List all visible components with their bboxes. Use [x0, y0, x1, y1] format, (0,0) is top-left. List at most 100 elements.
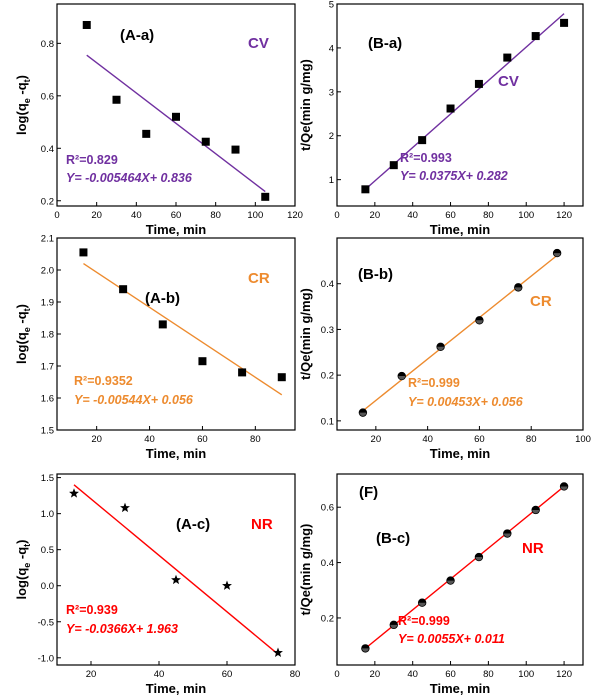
y-tick-label: 3: [329, 87, 334, 98]
data-point: [446, 104, 455, 113]
data-point: [277, 373, 286, 382]
x-tick-label: 100: [575, 434, 591, 445]
x-tick-label: 120: [287, 210, 303, 221]
x-axis-title: Time, min: [146, 446, 207, 461]
fit-line: [364, 485, 565, 649]
x-tick-label: 20: [91, 434, 102, 445]
fit-equation: Y= 0.00453X+ 0.056: [408, 395, 524, 409]
y-tick-label: 1.5: [41, 473, 54, 484]
data-point: [436, 342, 445, 351]
y-axis-title: log(qe -qt): [14, 539, 32, 599]
fit-equation: Y= -0.00544X+ 0.056: [74, 393, 194, 407]
data-point: [389, 620, 398, 630]
data-point: [560, 18, 569, 27]
data-point: [142, 129, 151, 138]
panel-b-a: 0 20 40 60 80 100 120 1 2 3 4 5 Time, min t/Qe(min g/…: [298, 0, 584, 237]
y-tick-label: 0.2: [321, 371, 334, 382]
x-tick-label: 40: [422, 434, 433, 445]
x-tick-label: 40: [144, 434, 155, 445]
r-squared-label: R²=0.999: [408, 376, 460, 390]
dye-label: NR: [522, 540, 544, 557]
y-tick-label: 2.0: [41, 266, 54, 277]
x-tick-label: 100: [518, 669, 534, 680]
y-tick-label: 1.6: [41, 394, 54, 405]
data-point: [552, 248, 562, 258]
data-point: [201, 137, 210, 146]
data-point: [172, 112, 180, 121]
plot-frame: [336, 3, 584, 207]
x-tick-label: 20: [370, 669, 381, 680]
x-tick-label: 80: [210, 210, 221, 221]
dye-label: CV: [248, 35, 269, 52]
y-tick-label: 1.8: [41, 330, 54, 341]
y-tick-label: 0.2: [321, 613, 334, 624]
y-tick-label: 0.6: [41, 91, 54, 102]
panel-label: (B-b): [358, 266, 393, 283]
y-tick-label: 5: [329, 0, 334, 11]
x-tick-label: 60: [222, 669, 233, 680]
y-tick-label: 0.0: [41, 581, 54, 592]
data-point: [120, 502, 130, 513]
fit-line: [83, 263, 283, 396]
r-squared-label: R²=0.9352: [74, 374, 133, 388]
data-point: [474, 79, 483, 88]
r-squared-label: R²=0.999: [398, 614, 450, 628]
y-axis-title: t/Qe(min g/mg): [298, 59, 313, 151]
fit-equation: Y= -0.005464X+ 0.836: [66, 171, 193, 185]
y-tick-label: -0.5: [38, 617, 54, 628]
x-tick-label: 100: [518, 210, 534, 221]
data-point: [273, 647, 283, 657]
data-point: [112, 95, 121, 104]
y-tick-label: 0.5: [41, 545, 54, 556]
y-tick-label: 0.4: [41, 144, 54, 155]
panel-a-a: 0 20 40 60 80 100 120 0.2 0.4 0.6 0.8 Time, min log(…: [14, 3, 303, 237]
data-point: [171, 574, 181, 585]
panel-a-b: 20 40 60 80 1.5 1.6 1.7 1.8 1.9 2.0 2.1 Time, min lo…: [14, 234, 296, 461]
x-tick-label: 0: [334, 210, 339, 221]
x-tick-label: 40: [154, 669, 165, 680]
x-tick-label: 20: [91, 210, 102, 221]
data-point: [361, 644, 370, 653]
data-point: [503, 53, 512, 62]
y-axis-title: t/Qe(min g/mg): [298, 288, 313, 380]
x-tick-label: 120: [556, 210, 572, 221]
plot-frame: [336, 237, 584, 431]
y-tick-label: 2.1: [41, 234, 54, 245]
data-point: [514, 283, 523, 292]
data-point: [446, 576, 455, 585]
data-point: [417, 598, 427, 607]
x-tick-label: 80: [526, 434, 537, 445]
x-tick-label: 120: [556, 669, 572, 680]
panel-label: (A-c): [176, 516, 210, 533]
y-tick-label: 0.6: [321, 503, 334, 514]
x-tick-label: 60: [171, 210, 182, 221]
dye-label: CR: [248, 270, 270, 287]
data-point: [361, 185, 370, 194]
fit-line: [362, 254, 558, 412]
x-tick-label: 40: [407, 669, 418, 680]
y-tick-label: 4: [329, 43, 334, 54]
data-point: [474, 552, 484, 562]
y-tick-label: 2: [329, 131, 334, 142]
data-point: [238, 368, 247, 377]
fit-line: [86, 54, 266, 193]
x-tick-label: 0: [334, 669, 339, 680]
x-axis-title: Time, min: [430, 222, 491, 237]
data-point: [119, 285, 128, 294]
figure-letter: (F): [359, 484, 378, 501]
data-point: [79, 248, 88, 257]
x-axis-title: Time, min: [430, 681, 491, 696]
data-point: [389, 161, 398, 170]
dye-label: CV: [498, 73, 519, 90]
x-tick-label: 80: [483, 210, 494, 221]
x-tick-label: 60: [474, 434, 485, 445]
data-point: [158, 320, 167, 329]
data-point: [231, 145, 240, 154]
data-point: [418, 136, 427, 145]
data-point: [531, 505, 540, 515]
x-tick-label: 40: [131, 210, 142, 221]
fit-line: [73, 484, 279, 655]
plot-frame: [56, 473, 296, 666]
x-tick-label: 20: [371, 434, 382, 445]
